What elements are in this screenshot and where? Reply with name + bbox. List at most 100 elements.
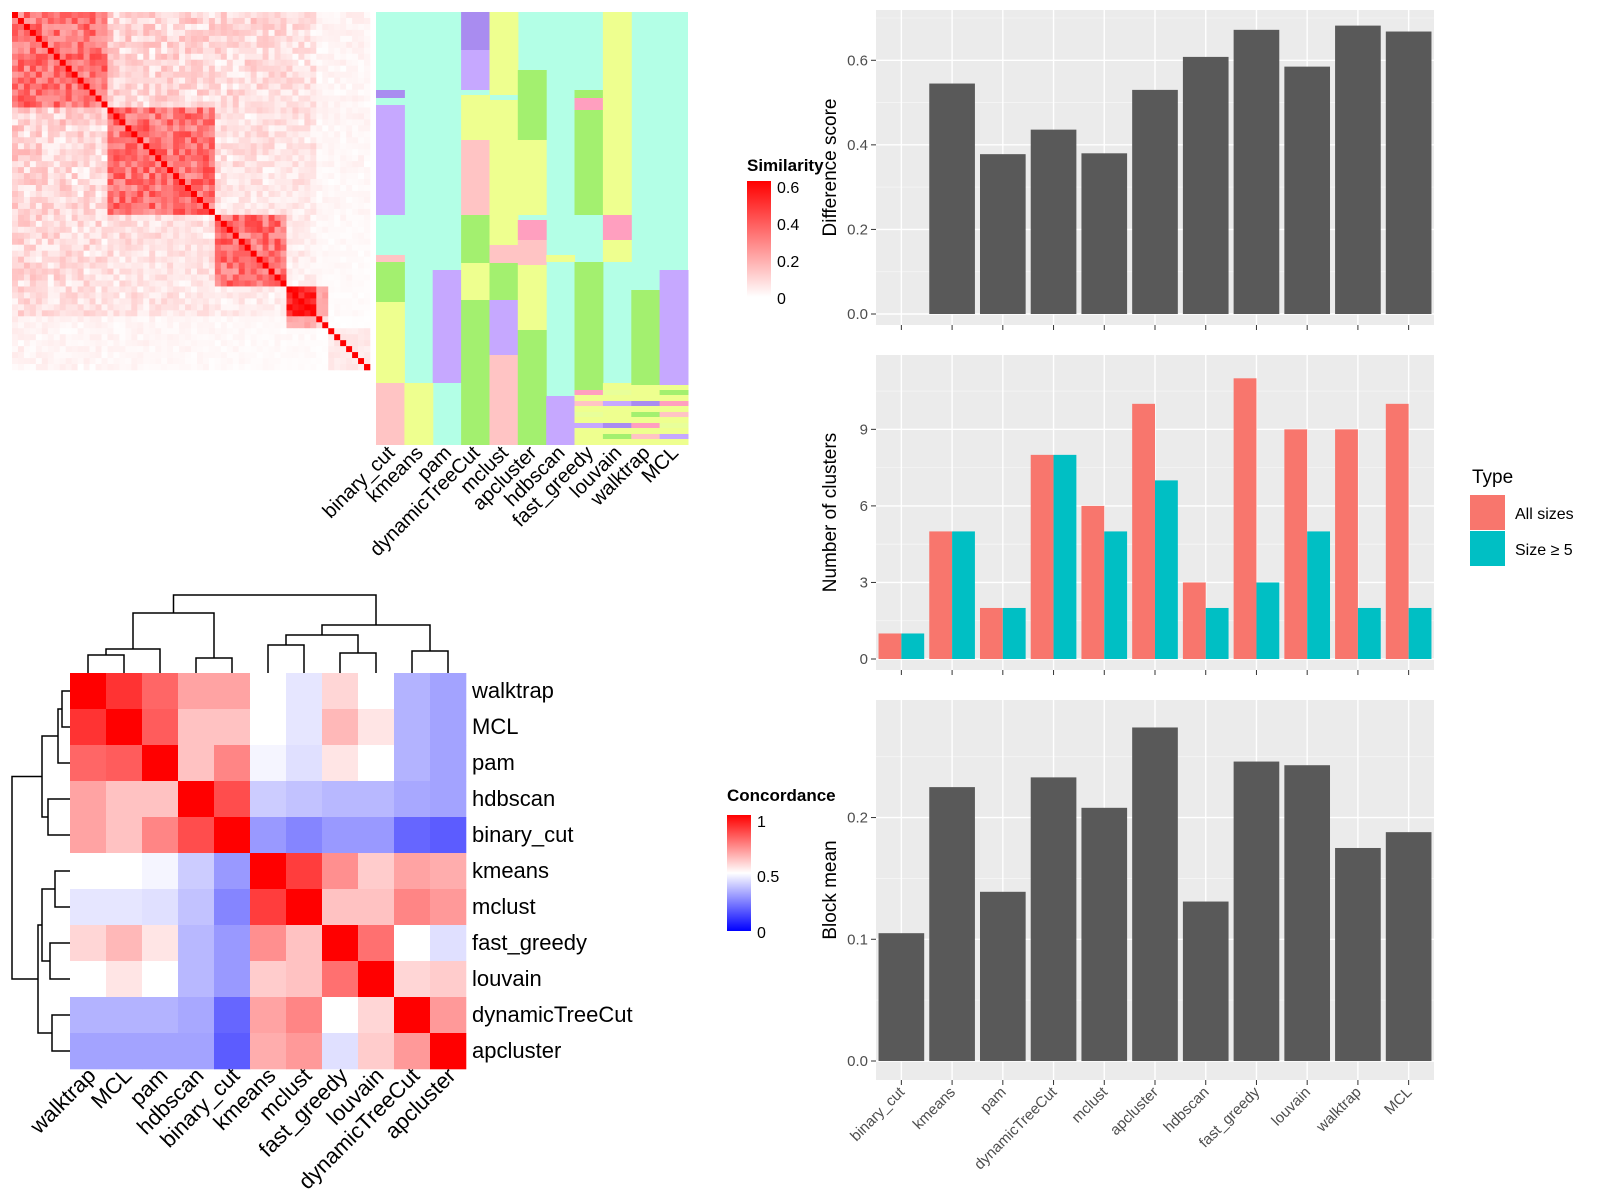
- similarity-cell: [310, 226, 317, 234]
- similarity-cell: [65, 310, 72, 317]
- dendrogram-branch: [54, 870, 70, 908]
- similarity-cell: [107, 202, 114, 210]
- similarity-cell: [316, 173, 323, 180]
- similarity-cell: [262, 304, 269, 311]
- similarity-cell: [167, 322, 174, 329]
- similarity-cell: [101, 304, 108, 311]
- similarity-cell: [232, 226, 240, 234]
- similarity-cell: [286, 83, 293, 90]
- similarity-cell: [17, 59, 25, 66]
- similarity-cell: [274, 89, 281, 96]
- similarity-cell: [316, 155, 323, 162]
- similarity-cell: [310, 364, 317, 371]
- similarity-cell: [17, 107, 25, 114]
- similarity-cell: [53, 53, 61, 61]
- similarity-cell: [262, 214, 269, 222]
- similarity-cell: [23, 161, 31, 168]
- similarity-cell: [196, 232, 204, 240]
- similarity-cell: [77, 220, 84, 228]
- similarity-cell: [131, 125, 138, 132]
- similarity-cell: [334, 95, 341, 102]
- similarity-cell: [328, 113, 335, 120]
- similarity-cell: [220, 17, 228, 25]
- concordance-row-label: fast_greedy: [472, 930, 587, 955]
- similarity-cell: [334, 113, 341, 120]
- similarity-cell: [12, 12, 19, 19]
- similarity-cell: [220, 238, 228, 245]
- similarity-cell: [125, 107, 132, 114]
- similarity-cell: [262, 17, 269, 25]
- similarity-cell: [155, 185, 162, 192]
- similarity-cell: [358, 65, 365, 72]
- concordance-cell: [358, 925, 395, 962]
- similarity-cell: [250, 143, 257, 150]
- similarity-cell: [83, 41, 90, 49]
- similarity-cell: [77, 298, 84, 305]
- similarity-cell: [328, 238, 335, 245]
- similarity-cell: [65, 280, 72, 287]
- similarity-cell: [29, 113, 37, 120]
- dendrogram-branch: [61, 690, 70, 728]
- similarity-cell: [346, 250, 353, 257]
- similarity-cell: [113, 310, 120, 317]
- similarity-cell: [77, 202, 84, 210]
- concordance-cell: [394, 961, 431, 998]
- concordance-cell: [358, 853, 395, 890]
- similarity-cell: [107, 274, 114, 281]
- concordance-row-label: apcluster: [472, 1038, 561, 1063]
- similarity-cell: [12, 250, 19, 257]
- similarity-cell: [220, 310, 228, 317]
- similarity-cell: [316, 125, 323, 132]
- similarity-cell: [179, 59, 186, 66]
- similarity-cell: [155, 316, 162, 323]
- similarity-cell: [17, 77, 25, 84]
- similarity-cell: [220, 47, 228, 55]
- similarity-cell: [101, 346, 108, 353]
- bar: [1030, 777, 1077, 1061]
- similarity-cell: [143, 232, 150, 240]
- similarity-cell: [202, 131, 210, 138]
- similarity-cell: [244, 202, 251, 210]
- similarity-cell: [161, 95, 168, 102]
- similarity-cell: [340, 250, 347, 257]
- similarity-cell: [77, 119, 84, 126]
- similarity-cell: [17, 202, 25, 210]
- similarity-cell: [232, 196, 240, 204]
- similarity-cell: [310, 47, 317, 55]
- similarity-cell: [238, 214, 245, 222]
- similarity-cell: [71, 149, 78, 156]
- similarity-cell: [47, 220, 55, 228]
- similarity-cell: [226, 35, 234, 43]
- bar: [878, 633, 902, 659]
- similarity-cell: [101, 137, 108, 144]
- similarity-cell: [220, 71, 228, 78]
- similarity-cell: [185, 208, 192, 216]
- similarity-cell: [77, 322, 84, 329]
- similarity-cell: [179, 23, 186, 31]
- similarity-cell: [358, 71, 365, 78]
- similarity-cell: [17, 101, 25, 108]
- similarity-cell: [12, 191, 19, 198]
- similarity-cell: [334, 137, 341, 144]
- similarity-cell: [47, 340, 55, 347]
- similarity-cell: [155, 226, 162, 234]
- similarity-cell: [71, 23, 78, 31]
- concordance-cell: [286, 745, 323, 782]
- similarity-cell: [274, 262, 281, 269]
- bar: [1335, 25, 1381, 315]
- concordance-cell: [358, 817, 395, 854]
- similarity-cell: [23, 292, 31, 299]
- concordance-cell: [70, 745, 107, 782]
- similarity-cell: [35, 322, 43, 329]
- similarity-cell: [340, 191, 347, 198]
- concordance-cell: [70, 817, 107, 854]
- similarity-cell: [65, 47, 72, 55]
- similarity-cell: [280, 59, 287, 66]
- similarity-cell: [35, 95, 43, 102]
- similarity-cell: [155, 161, 162, 168]
- similarity-cell: [119, 23, 126, 31]
- similarity-cell: [179, 167, 186, 174]
- similarity-cell: [143, 352, 150, 359]
- similarity-cell: [358, 17, 365, 25]
- similarity-cell: [274, 53, 281, 61]
